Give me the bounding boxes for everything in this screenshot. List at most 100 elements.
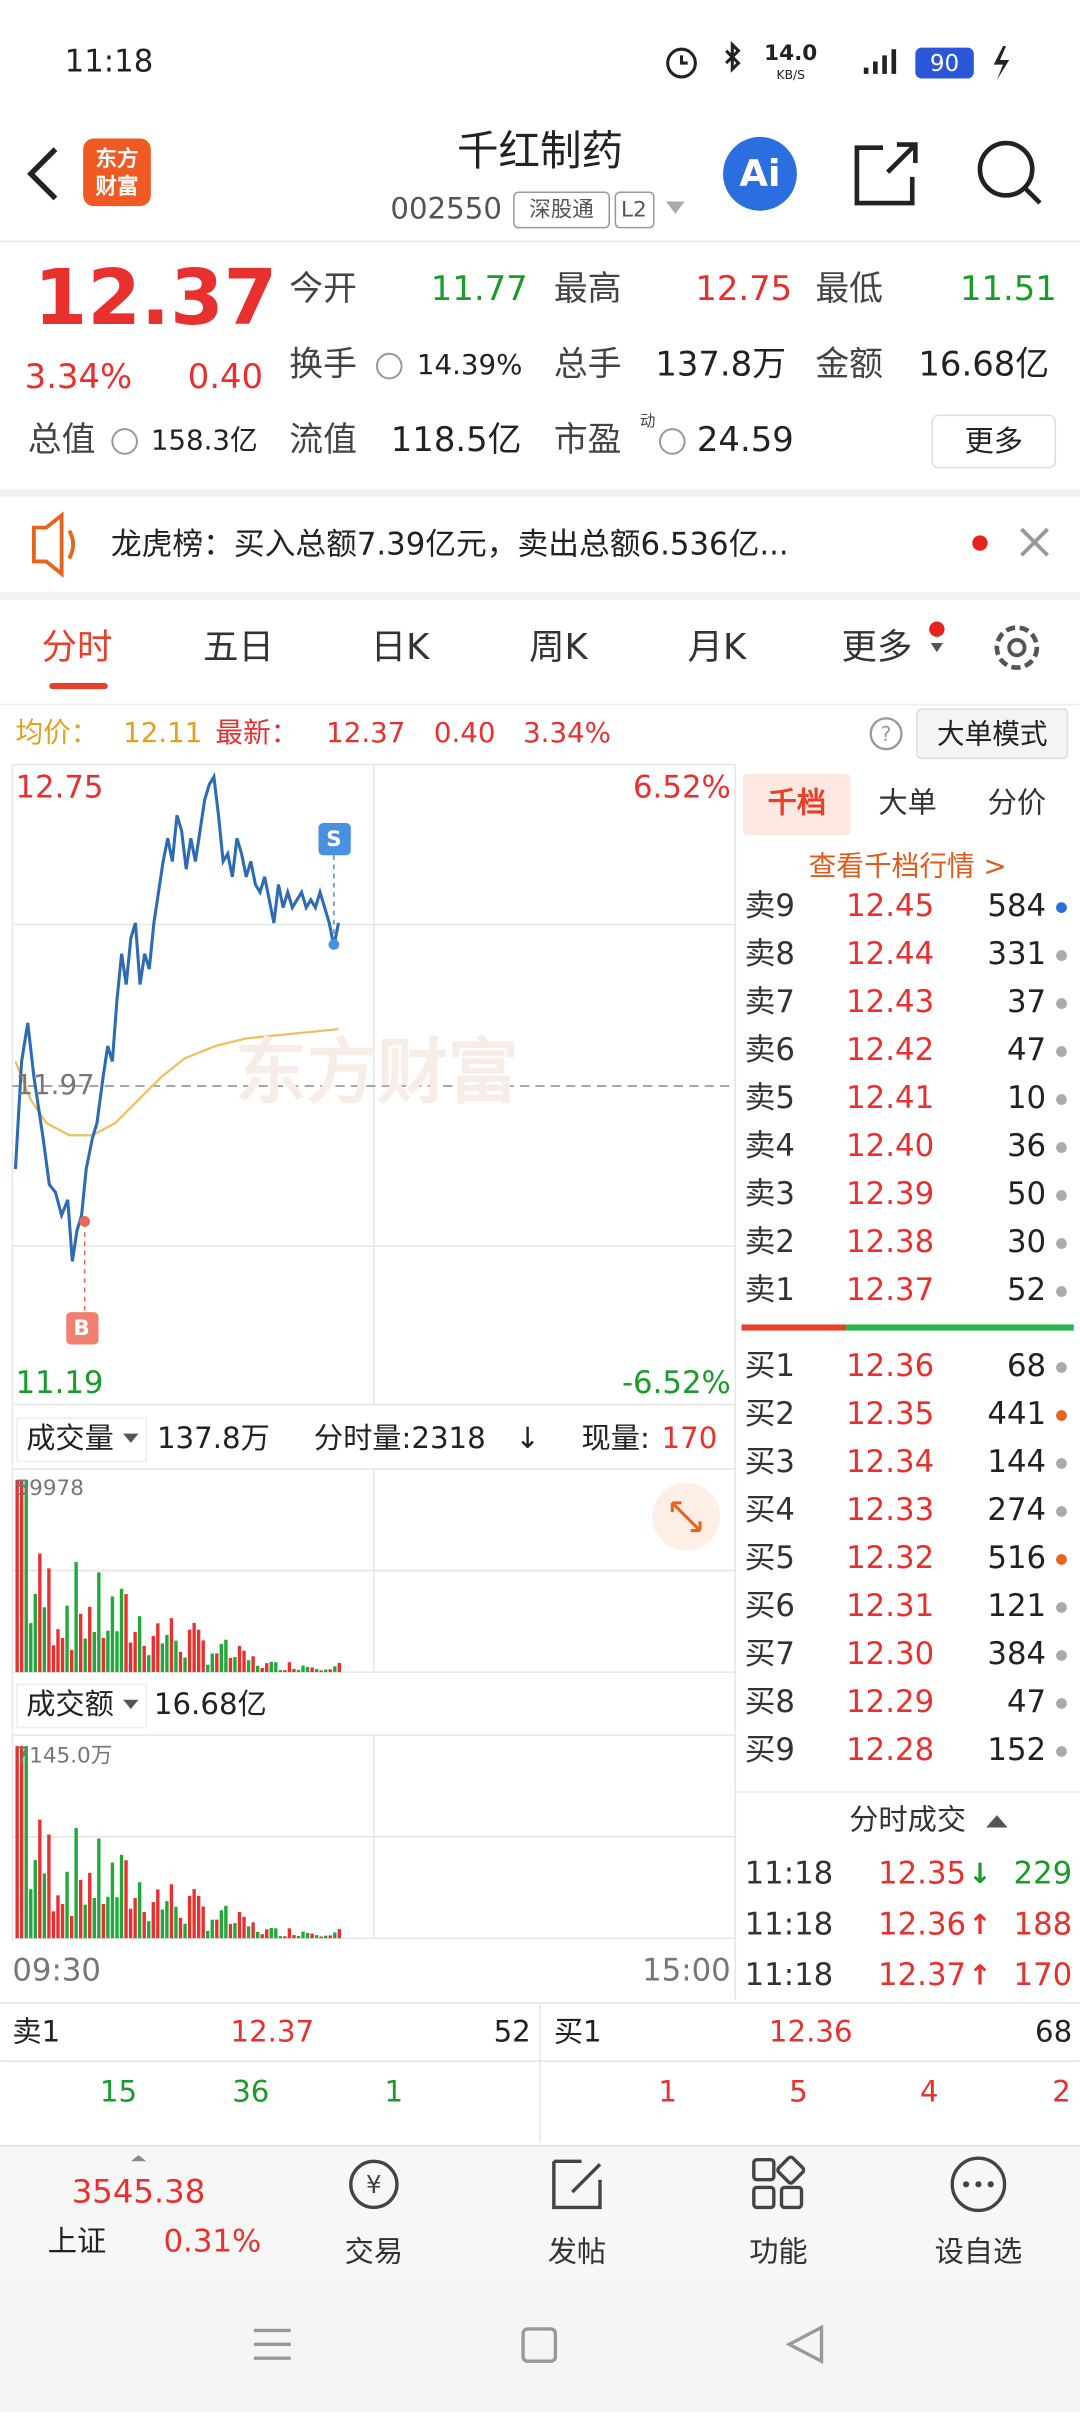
- book-volume: 274: [987, 1492, 1046, 1528]
- volume-bar: [151, 1636, 155, 1673]
- book-dot: [1056, 1190, 1067, 1201]
- field-value: 118.5亿: [391, 420, 522, 459]
- share-button[interactable]: [854, 142, 918, 206]
- ai-button[interactable]: [723, 136, 797, 211]
- trade-price: 12.35: [878, 1856, 966, 1892]
- volume-bar: [29, 1623, 33, 1673]
- tag-box: [614, 191, 655, 229]
- field-value: 12.75: [695, 269, 792, 308]
- volume-bar: [19, 1745, 24, 1939]
- trade-volume: 229: [1014, 1856, 1073, 1892]
- close-button[interactable]: [1020, 527, 1049, 557]
- volume-bar: [314, 1935, 319, 1939]
- volume-bar: [287, 1928, 292, 1939]
- buy-queue: 4: [920, 2075, 939, 2109]
- battery-level: 90: [930, 51, 959, 77]
- volume-bar: [83, 1904, 87, 1939]
- bottom-nav: [0, 2145, 1080, 2280]
- volume-bar: [78, 1613, 83, 1673]
- trades-arrow: [986, 1815, 1008, 1828]
- volume-bar: [269, 1661, 273, 1673]
- book-price: 12.45: [846, 888, 934, 924]
- book-level: 买4: [745, 1492, 795, 1528]
- book-tab: 大单: [878, 786, 936, 820]
- amount-total: 16.68亿: [154, 1687, 267, 1721]
- now-volume: 170: [662, 1421, 718, 1455]
- chart-frame: [11, 763, 737, 2000]
- chart-tab: 五日: [203, 627, 274, 668]
- buy1-price: 12.36: [769, 2015, 853, 2049]
- volume-bar: [206, 1664, 210, 1673]
- trades-title: 分时成交: [849, 1802, 966, 1836]
- volume-bar: [278, 1936, 283, 1939]
- prev-close: 11.97: [15, 1068, 94, 1101]
- book-dot: [1056, 1094, 1067, 1105]
- volume-label: 成交量: [26, 1421, 114, 1455]
- volume-bar: [147, 1921, 151, 1939]
- trade-price: 12.37: [878, 1957, 966, 1993]
- sell-queue: 15: [100, 2075, 137, 2109]
- volume-bar: [29, 1889, 33, 1939]
- nav-item[interactable]: 功能: [749, 2235, 807, 2269]
- book-volume: 52: [1007, 1272, 1046, 1308]
- nav-item[interactable]: 发帖: [548, 2235, 606, 2269]
- pct-bottom: -6.52%: [622, 1365, 731, 1401]
- more-dots: [963, 2181, 994, 2188]
- mode-button[interactable]: [916, 708, 1069, 760]
- volume-bar: [224, 1905, 228, 1939]
- more-label: 更多: [965, 424, 1023, 458]
- volume-bar: [242, 1650, 246, 1673]
- volume-bar: [47, 1568, 51, 1673]
- index-value: 3545.38: [72, 2173, 206, 2211]
- volume-bar: [183, 1657, 187, 1673]
- buy1-volume: 68: [1035, 2015, 1072, 2049]
- field-label: 市盈: [554, 420, 622, 459]
- volume-bar: [51, 1911, 56, 1939]
- book-dot: [1056, 902, 1067, 913]
- back-button[interactable]: [27, 147, 58, 201]
- volume-bar: [60, 1904, 65, 1939]
- volume-bar: [233, 1656, 237, 1673]
- stock-name: 千红制药: [457, 126, 623, 175]
- nav-item[interactable]: 交易: [345, 2235, 403, 2269]
- index-change: 0.31%: [164, 2223, 262, 2259]
- book-dot: [1056, 1286, 1067, 1297]
- volume-bar: [187, 1895, 192, 1939]
- network-unit: KB/S: [777, 68, 806, 82]
- field-value: 11.51: [960, 269, 1057, 308]
- volume-bar: [97, 1572, 101, 1673]
- sell-marker-label: S: [326, 827, 342, 852]
- dropdown-icon[interactable]: [666, 201, 685, 214]
- dropdown-icon[interactable]: [123, 1699, 139, 1710]
- volume-bar: [124, 1860, 128, 1939]
- volume-bar: [119, 1588, 124, 1673]
- volume-bar: [147, 1655, 151, 1673]
- volume-bar: [337, 1929, 342, 1939]
- book-price: 12.40: [846, 1128, 934, 1164]
- volume-bar: [88, 1872, 92, 1939]
- amount-bars: [15, 1745, 342, 1939]
- book-price: 12.43: [846, 984, 934, 1020]
- book-price: 12.35: [846, 1396, 934, 1432]
- volume-bar: [242, 1916, 246, 1939]
- volume-bar: [314, 1669, 319, 1673]
- book-link: 查看千档行情 >: [809, 850, 1007, 883]
- field-label: 最低: [815, 269, 883, 308]
- nav-item[interactable]: 设自选: [935, 2235, 1023, 2269]
- price-top: 12.75: [15, 770, 103, 806]
- volume-bar: [56, 1895, 60, 1939]
- volume-bar: [51, 1645, 56, 1673]
- logo-text: 财富: [95, 174, 138, 200]
- system-buttons[interactable]: [253, 2324, 824, 2365]
- book-level: 买8: [745, 1684, 795, 1720]
- volume-total: 137.8万: [157, 1421, 270, 1455]
- settings-button[interactable]: [994, 625, 1040, 670]
- volume-bar: [174, 1906, 178, 1939]
- dropdown-icon[interactable]: [123, 1433, 139, 1443]
- more-button[interactable]: [931, 414, 1057, 469]
- search-button[interactable]: [977, 140, 1042, 205]
- volume-bar: [215, 1653, 219, 1673]
- help-button[interactable]: [869, 717, 903, 751]
- volume-bar: [88, 1606, 92, 1673]
